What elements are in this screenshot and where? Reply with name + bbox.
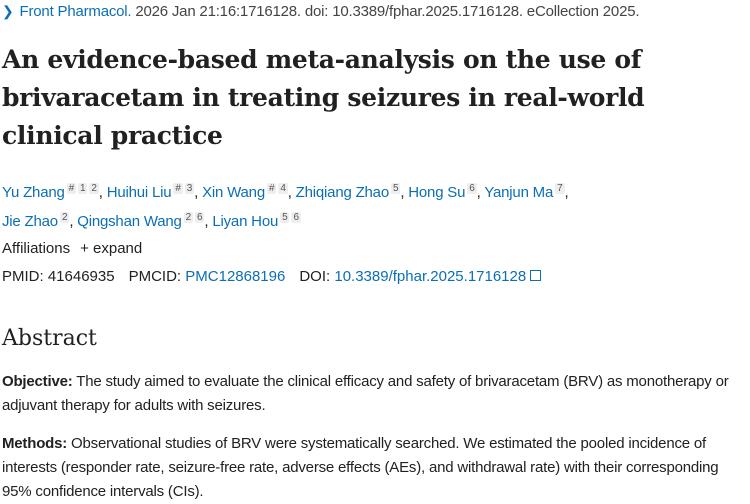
affiliations-toggle[interactable]: Affiliations + expand <box>2 240 142 257</box>
chevron-right-icon[interactable]: ❯ <box>2 3 14 19</box>
author-link[interactable]: Qingshan Wang <box>77 213 182 230</box>
article-title: An evidence-based meta-analysis on the u… <box>2 45 645 150</box>
pmcid-link[interactable]: PMC12868196 <box>185 268 286 285</box>
pmcid-label: PMCID: <box>128 268 182 285</box>
author-link[interactable]: Xin Wang <box>202 184 265 201</box>
objective-label: Objective: <box>2 373 73 390</box>
affiliation-ref[interactable]: 6 <box>195 212 205 223</box>
affiliation-ref[interactable]: 6 <box>291 212 301 223</box>
affiliation-ref[interactable]: 7 <box>555 183 565 194</box>
abstract-objective: Objective: The study aimed to evaluate t… <box>2 370 742 418</box>
author-link[interactable]: Hong Su <box>408 184 466 201</box>
affiliations-label: Affiliations <box>2 240 71 257</box>
affiliation-ref[interactable]: 5 <box>280 212 290 223</box>
pmid-label: PMID: <box>2 268 44 285</box>
objective-text: The study aimed to evaluate the clinical… <box>2 373 729 414</box>
affiliation-ref[interactable]: 4 <box>278 183 288 194</box>
citation: ❯ Front Pharmacol. 2026 Jan 21:16:1716128… <box>2 3 640 20</box>
author-list: Yu Zhang #1 2, Huihui Liu #3, Xin Wang #4, Z… <box>2 183 569 230</box>
affiliation-ref[interactable]: 5 <box>390 183 401 194</box>
affiliation-ref[interactable]: 3 <box>184 183 195 194</box>
affiliation-ref[interactable]: 2 <box>59 212 70 223</box>
author-note[interactable]: # <box>66 183 76 194</box>
abstract-heading: Abstract <box>2 326 97 351</box>
methods-text: Observational studies of BRV were system… <box>2 435 719 500</box>
author-note[interactable]: # <box>266 183 277 194</box>
identifiers: PMID: 41646935 PMCID: PMC12868196 DOI: 10.… <box>2 268 542 285</box>
affiliation-ref[interactable]: 6 <box>467 183 477 194</box>
expand-button[interactable]: + expand <box>80 240 143 257</box>
doi-link[interactable]: 10.3389/fphar.2025.1716128 <box>334 268 527 285</box>
author-link[interactable]: Huihui Liu <box>106 184 172 201</box>
abstract-methods: Methods: Observational studies of BRV we… <box>2 432 742 504</box>
author-link[interactable]: Yanjun Ma <box>484 184 554 201</box>
author-note[interactable]: # <box>173 183 183 194</box>
author-link[interactable]: Jie Zhao <box>2 213 58 230</box>
pmid-value: 41646935 <box>47 268 115 285</box>
methods-label: Methods: <box>2 435 68 452</box>
affiliation-ref[interactable]: 2 <box>89 183 99 194</box>
author-link[interactable]: Yu Zhang <box>2 184 65 201</box>
author-link[interactable]: Zhiqiang Zhao <box>295 184 389 201</box>
affiliation-ref[interactable]: 1 <box>78 183 88 194</box>
affiliation-ref[interactable]: 2 <box>183 212 194 223</box>
author-link[interactable]: Liyan Hou <box>212 213 279 230</box>
citation-details: 2026 Jan 21:16:1716128. doi: 10.3389/fph… <box>131 3 640 20</box>
journal-link[interactable]: Front Pharmacol. <box>19 3 132 20</box>
doi-label: DOI: <box>299 268 331 285</box>
external-link-icon[interactable] <box>530 270 542 281</box>
